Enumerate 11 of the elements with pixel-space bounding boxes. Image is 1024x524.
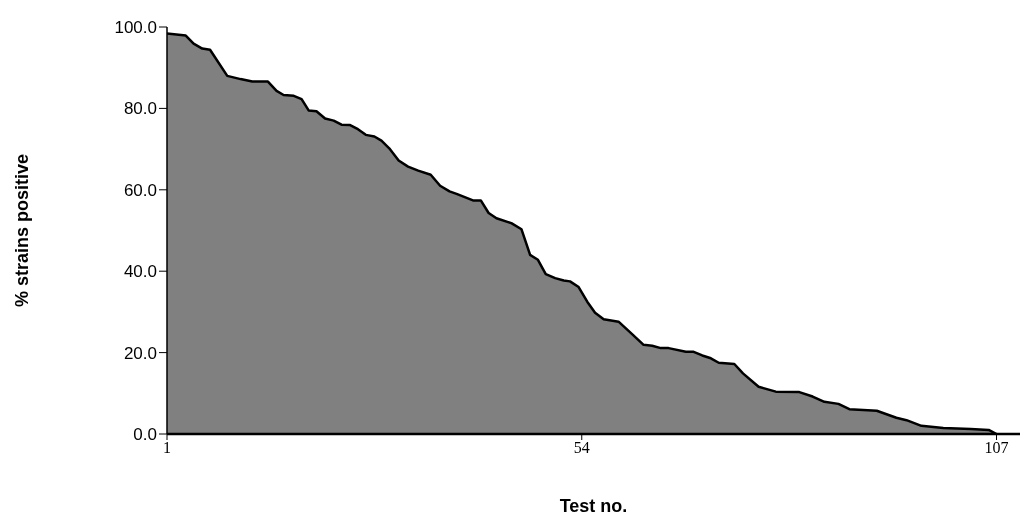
y-tick-label: 0.0 (133, 425, 157, 445)
x-tick-label: 107 (984, 439, 1009, 457)
x-tick-label: 54 (573, 439, 590, 457)
y-tick-label: 100.0 (114, 18, 157, 38)
y-axis-title: % strains positive (12, 153, 33, 308)
x-tick-label: 1 (163, 439, 171, 457)
y-tick-label: 40.0 (123, 262, 157, 282)
y-tick-label: 80.0 (123, 99, 157, 119)
y-tick-label: 20.0 (123, 343, 157, 363)
x-axis-title: Test no. (559, 496, 628, 516)
y-tick-label: 60.0 (123, 180, 157, 200)
